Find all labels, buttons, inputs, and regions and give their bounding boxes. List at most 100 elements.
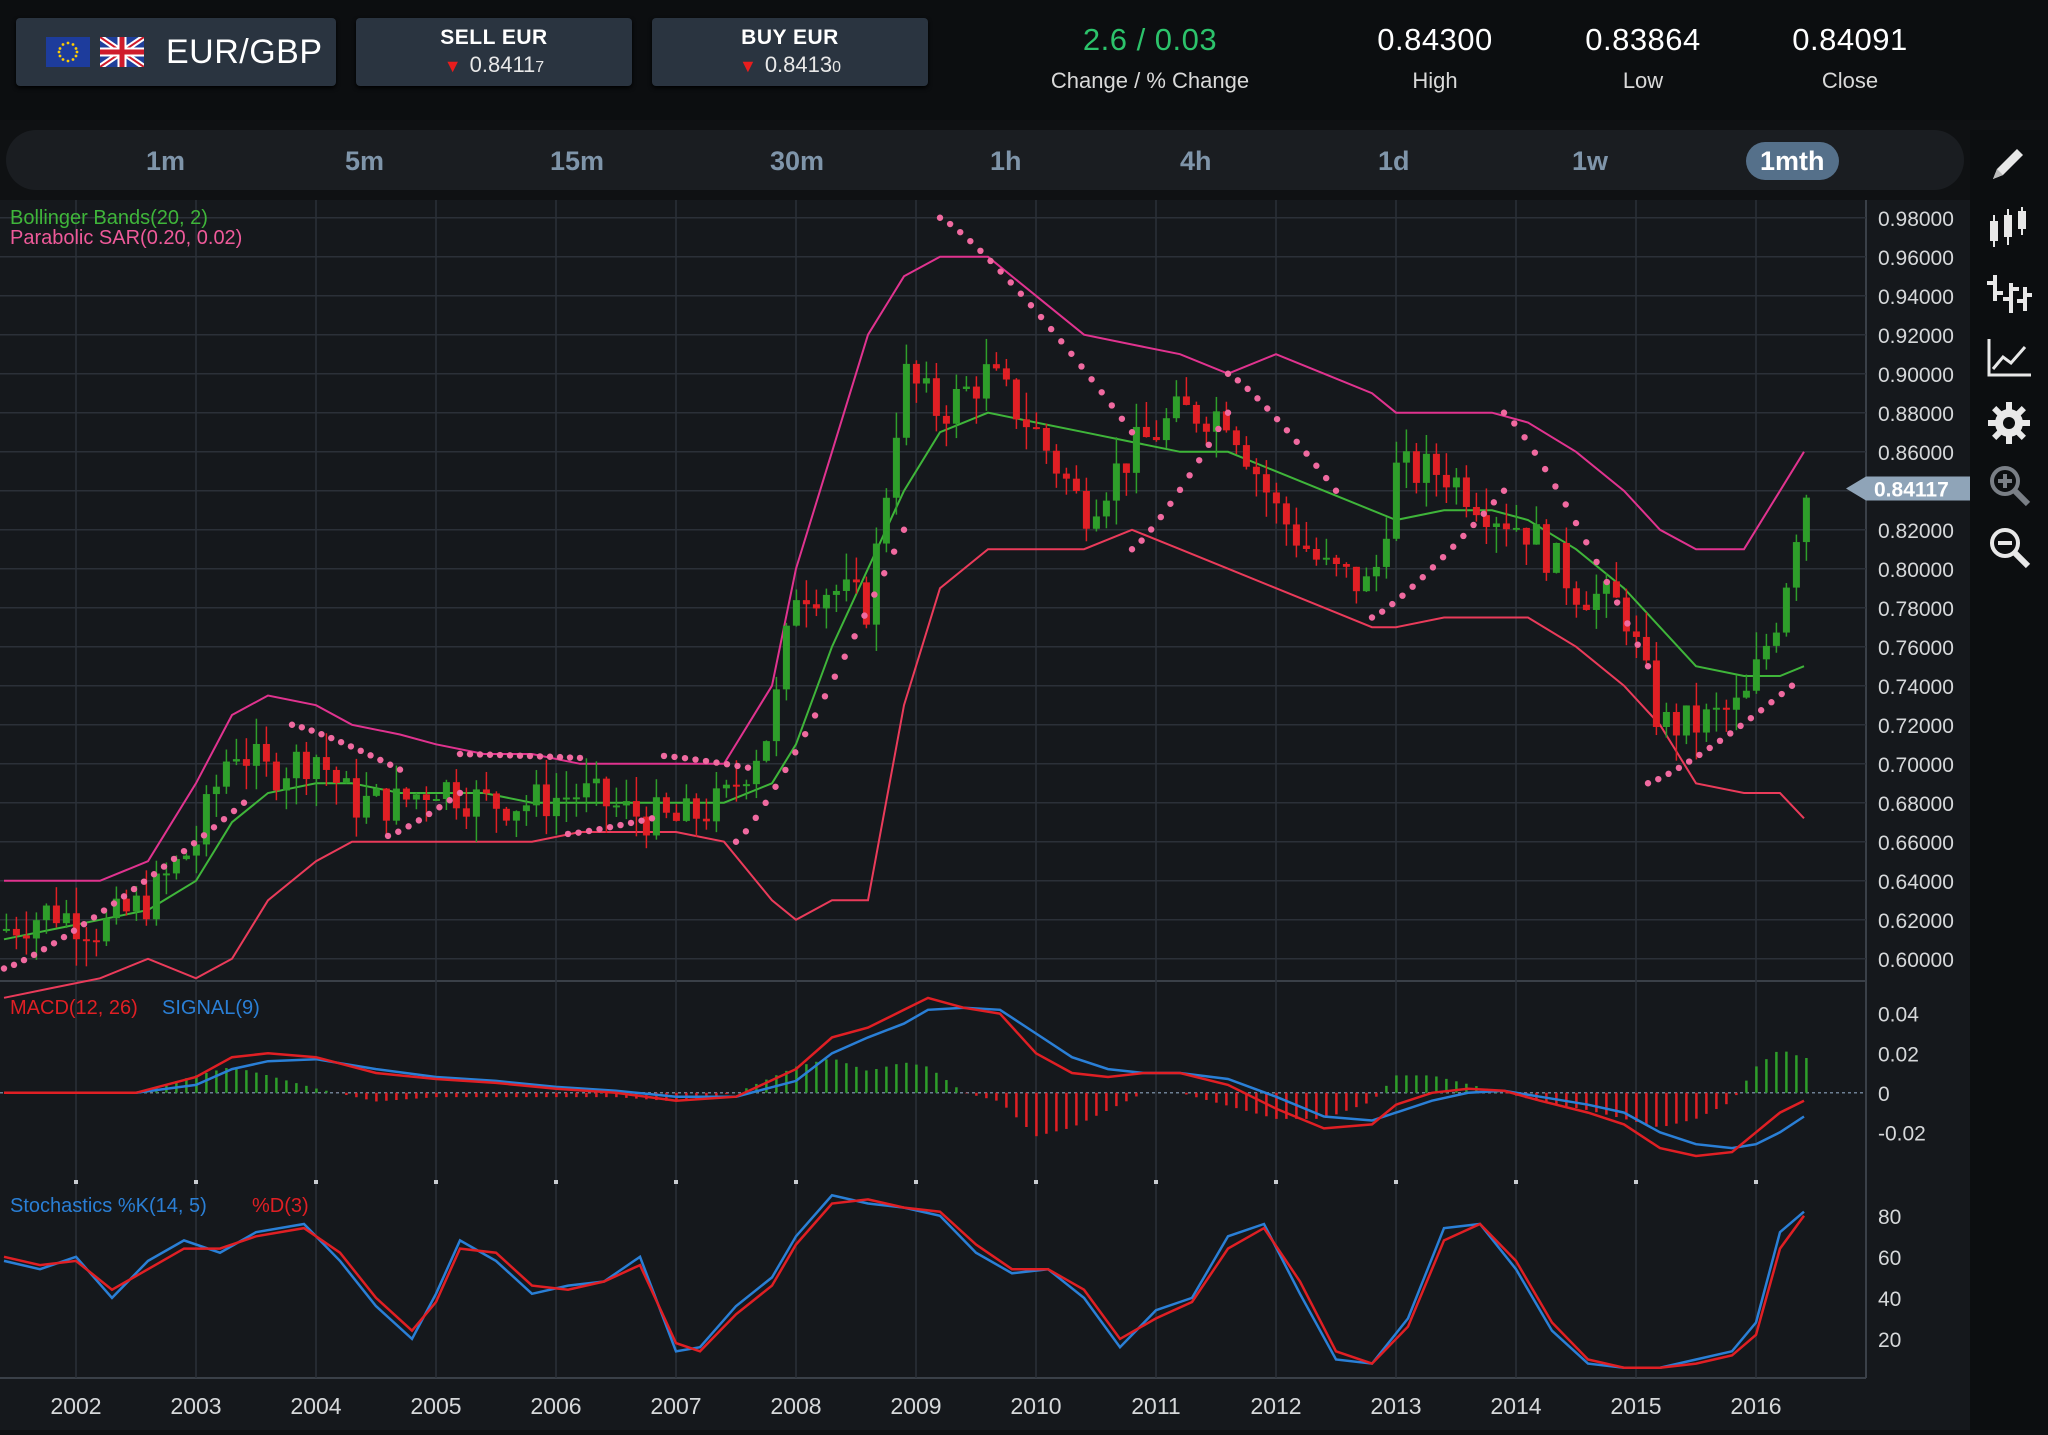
candle-body — [592, 778, 600, 784]
candle-body — [412, 794, 420, 800]
sar-dot — [851, 633, 858, 640]
sar-dot — [150, 871, 158, 878]
candle-body — [432, 799, 440, 802]
candle-body — [1462, 477, 1470, 507]
sar-dot — [946, 220, 954, 228]
stoch-k-label: Stochastics %K(14, 5) — [10, 1195, 207, 1217]
timeframe-1d[interactable]: 1d — [1378, 146, 1410, 176]
sar-dot — [744, 764, 752, 771]
candle-body — [1042, 427, 1050, 451]
separator-dot — [1154, 1180, 1158, 1184]
buy-button[interactable]: BUY EUR ▼ 0.84130 — [652, 18, 928, 86]
sar-dot — [792, 749, 799, 756]
candle-body — [172, 859, 180, 874]
ohlc-bars-icon[interactable] — [1970, 262, 2048, 324]
candle-body — [1432, 453, 1440, 475]
chart-area[interactable]: 0.98000 0.96000 0.94000 0.92000 0.90000 0.880… — [0, 200, 1982, 1430]
candle-body — [522, 805, 530, 812]
timeframe-1m[interactable]: 1m — [146, 146, 186, 176]
sar-dot — [762, 799, 769, 807]
candle-body — [142, 895, 150, 920]
candle-body — [1372, 566, 1380, 577]
candle-body — [782, 625, 790, 690]
separator-dot — [314, 1180, 318, 1184]
sar-dot — [1118, 415, 1126, 422]
sar-dot — [881, 570, 888, 577]
candle-body — [332, 769, 340, 783]
separator-dot — [1274, 1180, 1278, 1184]
candle-body — [322, 757, 330, 770]
sar-dot — [456, 750, 464, 758]
uk-flag-icon — [100, 37, 144, 67]
timeframe-4h[interactable]: 4h — [1180, 146, 1212, 176]
candle-body — [472, 789, 480, 817]
sar-dot — [1027, 302, 1035, 309]
pair-selector[interactable]: EUR/GBP — [16, 18, 336, 86]
candlestick-icon[interactable] — [1970, 198, 2048, 260]
candle-body — [622, 801, 630, 806]
candle-body — [492, 793, 500, 809]
candle-body — [162, 873, 170, 876]
candle-body — [922, 378, 930, 384]
macd-tick-label: 0.04 — [1878, 1004, 1919, 1027]
timeframe-15m[interactable]: 15m — [550, 146, 605, 176]
price-tick-label: 0.66000 — [1878, 832, 1954, 855]
candle-body — [932, 378, 940, 416]
sar-dot — [1500, 487, 1508, 494]
sar-dot — [476, 751, 484, 758]
candle-body — [122, 898, 130, 912]
candle-body — [812, 604, 820, 609]
candle-body — [1282, 503, 1290, 525]
candle-body — [1082, 490, 1090, 529]
bollinger-upper-line — [4, 255, 1805, 882]
timeframe-1w[interactable]: 1w — [1572, 146, 1609, 176]
sar-dot — [288, 721, 296, 728]
sell-button[interactable]: SELL EUR ▼ 0.84117 — [356, 18, 632, 86]
gear-icon[interactable] — [1970, 392, 2048, 454]
sar-dot — [987, 257, 994, 265]
sar-label: Parabolic SAR(0.20, 0.02) — [10, 227, 242, 249]
buy-label: BUY EUR — [741, 26, 839, 49]
sar-dot — [130, 885, 138, 893]
candle-body — [352, 778, 360, 818]
candle-body — [422, 794, 430, 801]
timeframe-5m[interactable]: 5m — [345, 146, 385, 176]
sar-dot — [1332, 487, 1340, 494]
candle-body — [672, 812, 680, 821]
sar-dot — [1665, 770, 1672, 778]
sar-dot — [1389, 600, 1396, 608]
sar-dot — [861, 612, 868, 619]
candle-body — [1152, 437, 1160, 441]
sell-price-main: 0.8411 — [469, 52, 536, 77]
candle-body — [532, 784, 540, 806]
line-chart-icon[interactable] — [1970, 326, 2048, 388]
sar-dot — [100, 907, 108, 914]
candle-body — [312, 757, 320, 780]
timeframe-1mth[interactable]: 1mth — [1746, 142, 1839, 180]
candle-body — [1452, 477, 1460, 488]
high-value: 0.84300 — [1377, 22, 1493, 57]
sar-dot — [1098, 389, 1105, 396]
pencil-icon[interactable] — [1970, 132, 2048, 194]
candle-body — [1662, 712, 1670, 727]
sar-dot — [456, 789, 464, 797]
timeframe-1h[interactable]: 1h — [990, 146, 1022, 176]
candle-body — [1242, 445, 1250, 467]
sar-dot — [1768, 699, 1775, 706]
macd-signal-line — [4, 1006, 1805, 1150]
sar-dot — [900, 526, 908, 533]
stoch-d-label: %D(3) — [252, 1195, 309, 1217]
close-stat: 0.84091 Close — [1760, 22, 1940, 94]
zoom-in-icon[interactable] — [1970, 454, 2048, 516]
macd-tick-label: -0.02 — [1878, 1122, 1926, 1145]
candle-body — [512, 811, 520, 821]
candle-body — [372, 788, 380, 796]
candle-body — [1512, 527, 1520, 530]
zoom-out-icon[interactable] — [1970, 516, 2048, 578]
candle-body — [1422, 453, 1430, 483]
top-bar — [0, 0, 2048, 120]
timeframe-30m[interactable]: 30m — [770, 146, 825, 176]
price-chart[interactable]: 0.98000 0.96000 0.94000 0.92000 0.90000 0.880… — [0, 200, 1982, 1430]
candle-body — [82, 939, 90, 942]
separator-dot — [434, 1180, 438, 1184]
